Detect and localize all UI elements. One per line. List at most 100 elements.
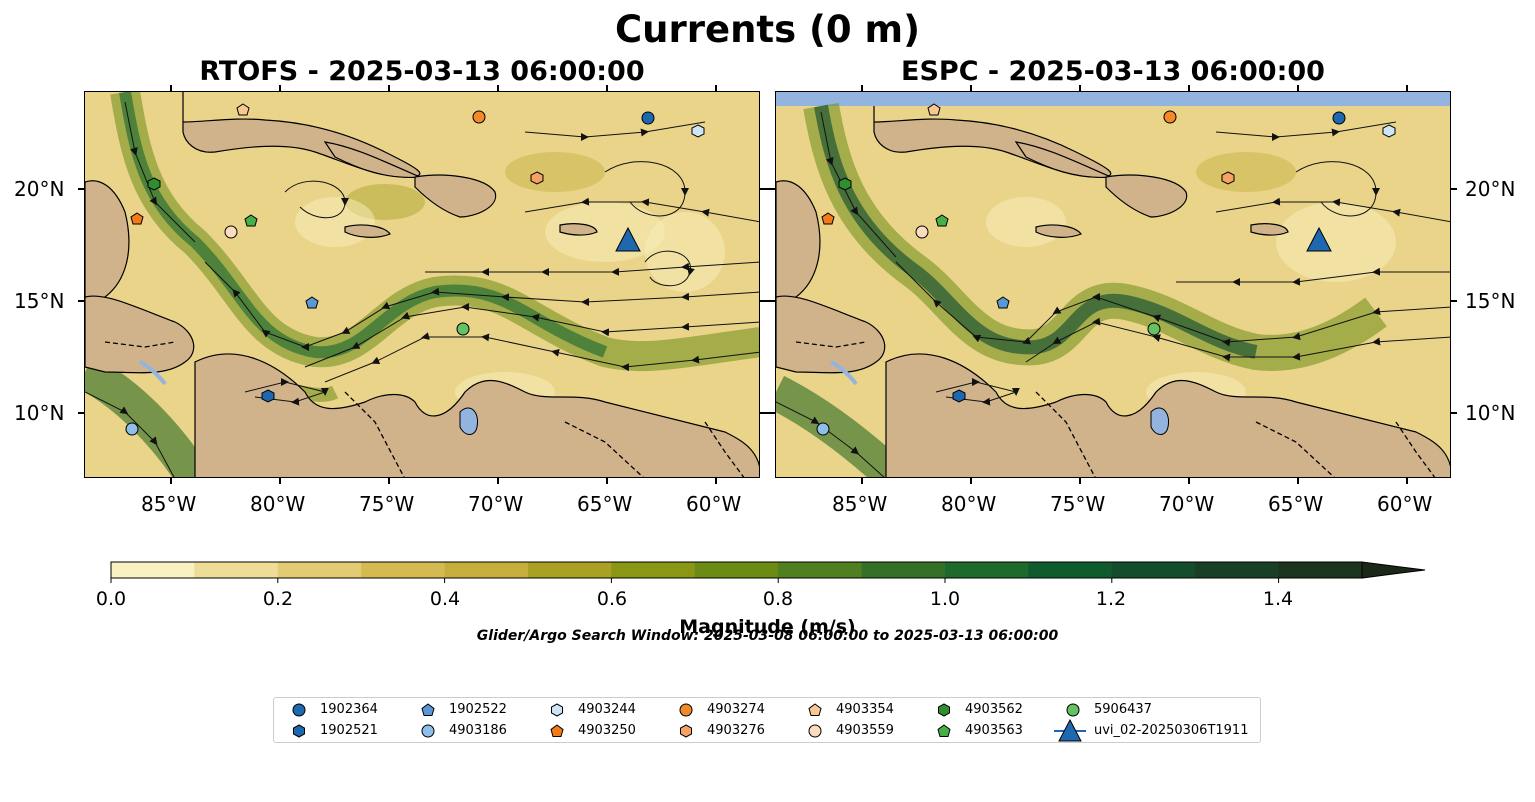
float-1902522 bbox=[305, 296, 319, 309]
pentagon-marker-icon bbox=[550, 724, 564, 737]
float-4903354 bbox=[236, 103, 250, 116]
colorbar-segment bbox=[1195, 562, 1280, 578]
lon-tick-label: 60°W bbox=[1377, 492, 1433, 516]
search-window-note: Glider/Argo Search Window: 2025-03-08 06… bbox=[476, 628, 1059, 644]
hexagon-marker-icon bbox=[293, 724, 305, 738]
float-4903186 bbox=[125, 422, 139, 436]
colorbar-tick-label: 0.6 bbox=[596, 588, 628, 610]
float-4903244 bbox=[691, 124, 705, 138]
colorbar-tick-label: 0.0 bbox=[95, 588, 127, 610]
colorbar-tick-label: 1.2 bbox=[1095, 588, 1127, 610]
rtofs-panel-title: RTOFS - 2025-03-13 06:00:00 bbox=[199, 56, 645, 87]
colorbar-tick-label: 0.8 bbox=[762, 588, 794, 610]
colorbar-tick-label: 0.2 bbox=[262, 588, 294, 610]
float-1902521 bbox=[261, 389, 275, 403]
hexagon-marker-icon bbox=[680, 724, 692, 738]
glider-uvi_02 bbox=[1306, 226, 1332, 252]
espc-panel-title: ESPC - 2025-03-13 06:00:00 bbox=[901, 56, 1325, 87]
colorbar-segment bbox=[361, 562, 446, 578]
circle-marker-icon bbox=[808, 724, 822, 738]
lake-nicaragua bbox=[830, 360, 858, 386]
circle-marker-icon bbox=[1066, 703, 1080, 717]
float-4903244 bbox=[1382, 124, 1396, 138]
pentagon-marker-icon bbox=[421, 703, 435, 716]
float-5906437 bbox=[1147, 322, 1161, 336]
colorbar-segment bbox=[778, 562, 863, 578]
legend: 1902364 1902521 1902522 4903186 4903244 … bbox=[273, 697, 1261, 743]
colorbar-tick-label: 1.0 bbox=[929, 588, 961, 610]
circle-marker-icon bbox=[421, 724, 435, 738]
float-markers bbox=[125, 103, 705, 436]
colorbar-segment bbox=[1111, 562, 1196, 578]
espc-map bbox=[775, 91, 1451, 478]
streamlines bbox=[776, 111, 1450, 477]
colorbar-segment bbox=[194, 562, 279, 578]
circle-marker-icon bbox=[292, 703, 306, 717]
float-4903274 bbox=[472, 110, 486, 124]
lon-tick-label: 65°W bbox=[1268, 492, 1324, 516]
lon-tick-label: 70°W bbox=[468, 492, 524, 516]
hexagon-marker-icon bbox=[938, 703, 950, 717]
lake-maracaibo bbox=[1150, 407, 1170, 435]
colorbar-segment bbox=[444, 562, 529, 578]
float-4903274 bbox=[1163, 110, 1177, 124]
lat-tick-label: 20°N bbox=[14, 177, 65, 201]
colorbar-segment bbox=[1278, 562, 1363, 578]
triangle-marker-icon bbox=[1054, 719, 1086, 742]
float-4903276 bbox=[530, 171, 544, 185]
colorbar-segment bbox=[861, 562, 946, 578]
colorbar-segment bbox=[1028, 562, 1113, 578]
float-1902364 bbox=[641, 111, 655, 125]
colorbar-segment bbox=[694, 562, 779, 578]
colorbar-segment bbox=[111, 562, 195, 578]
float-4903186 bbox=[816, 422, 830, 436]
pentagon-marker-icon bbox=[808, 703, 822, 716]
float-4903250 bbox=[821, 212, 835, 225]
lat-tick-label: 15°N bbox=[14, 289, 65, 313]
pentagon-marker-icon bbox=[937, 724, 951, 737]
colorbar-segment bbox=[528, 562, 612, 578]
glider-uvi_02 bbox=[615, 226, 641, 252]
lon-tick-label: 85°W bbox=[141, 492, 197, 516]
float-4903559 bbox=[915, 225, 929, 239]
colorbar-extend-arrow bbox=[1361, 561, 1426, 579]
float-markers bbox=[816, 103, 1396, 436]
lake-maracaibo bbox=[459, 407, 479, 435]
lon-tick-label: 65°W bbox=[577, 492, 633, 516]
lon-tick-label: 80°W bbox=[250, 492, 306, 516]
float-4903563 bbox=[244, 214, 258, 227]
colorbar-tick-label: 1.4 bbox=[1262, 588, 1294, 610]
no-data-band bbox=[776, 92, 1450, 106]
streamlines bbox=[85, 101, 759, 477]
float-1902364 bbox=[1332, 111, 1346, 125]
country-borders bbox=[795, 341, 1436, 477]
lon-tick-label: 85°W bbox=[832, 492, 888, 516]
float-4903562 bbox=[147, 177, 161, 191]
float-4903563 bbox=[935, 214, 949, 227]
rtofs-map bbox=[84, 91, 760, 478]
float-4903562 bbox=[838, 177, 852, 191]
lat-tick-label: 15°N bbox=[1465, 289, 1516, 313]
colorbar-segment bbox=[945, 562, 1029, 578]
float-1902521 bbox=[952, 389, 966, 403]
hexagon-marker-icon bbox=[551, 703, 563, 717]
lat-tick-label: 10°N bbox=[14, 401, 65, 425]
float-5906437 bbox=[456, 322, 470, 336]
country-borders bbox=[104, 341, 745, 477]
lat-tick-label: 20°N bbox=[1465, 177, 1516, 201]
lon-tick-label: 70°W bbox=[1159, 492, 1215, 516]
float-4903354 bbox=[927, 103, 941, 116]
circle-marker-icon bbox=[679, 703, 693, 717]
float-4903276 bbox=[1221, 171, 1235, 185]
colorbar-tick-label: 0.4 bbox=[429, 588, 461, 610]
lake-nicaragua bbox=[139, 360, 167, 386]
float-4903559 bbox=[224, 225, 238, 239]
float-4903250 bbox=[130, 212, 144, 225]
colorbar-segment bbox=[277, 562, 362, 578]
lon-tick-label: 75°W bbox=[1050, 492, 1106, 516]
float-1902522 bbox=[996, 296, 1010, 309]
figure-title: Currents (0 m) bbox=[614, 8, 920, 51]
colorbar-label: Magnitude (m/s) bbox=[679, 616, 856, 638]
